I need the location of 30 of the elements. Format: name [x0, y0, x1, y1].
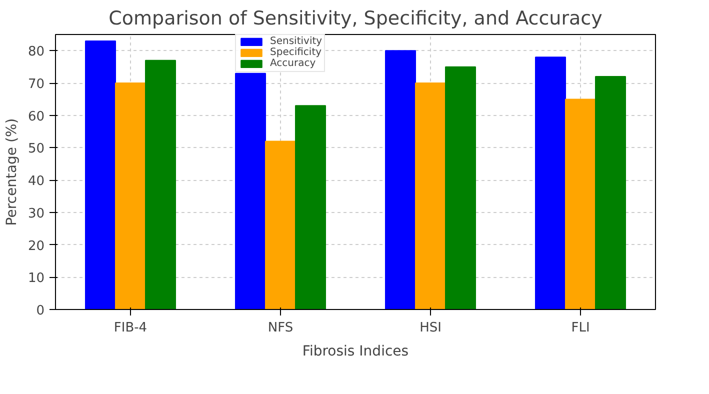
y-tick-label: 40	[28, 174, 45, 190]
bar	[145, 60, 176, 310]
chart-title: Comparison of Sensitivity, Specificity, and Accuracy	[108, 8, 602, 30]
y-tick-label: 30	[28, 206, 45, 222]
y-tick-label: 60	[28, 109, 45, 124]
bar	[565, 98, 596, 310]
y-tick-label: 80	[28, 44, 45, 60]
x-tick-label: HSI	[420, 320, 442, 336]
y-tick-label: 0	[36, 304, 45, 318]
bar	[595, 76, 626, 310]
bar	[295, 105, 326, 310]
x-axis-title: Fibrosis Indices	[302, 344, 409, 360]
y-tick-label: 50	[28, 142, 45, 157]
legend-label: Sensitivity	[270, 36, 322, 47]
bar	[265, 140, 296, 310]
bar	[115, 82, 146, 310]
bar	[385, 50, 416, 310]
bar	[85, 40, 116, 310]
y-tick-label: 10	[28, 271, 45, 286]
bar	[415, 82, 446, 310]
legend-label: Accuracy	[270, 58, 316, 69]
x-tick-label: NFS	[268, 320, 294, 336]
legend-label: Specificity	[270, 47, 322, 58]
bar	[445, 66, 476, 310]
y-tick-label: 20	[28, 238, 45, 254]
x-tick-label: FLI	[571, 320, 590, 336]
x-tick-label: FIB-4	[114, 320, 148, 336]
y-axis-title: Percentage (%)	[4, 118, 20, 226]
bar	[535, 56, 566, 310]
y-tick-label: 70	[28, 77, 45, 92]
